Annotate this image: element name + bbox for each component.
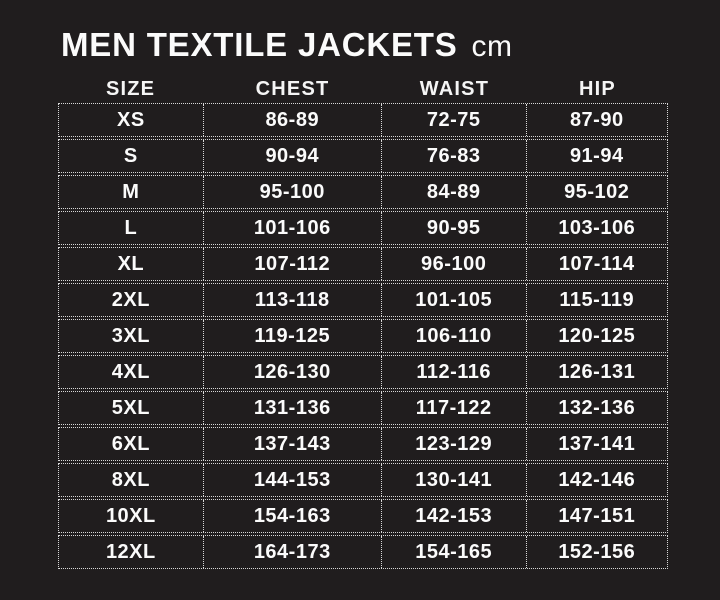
table-row: 4XL 126-130 112-116 126-131: [58, 355, 668, 389]
cell-hip: 103-106: [558, 216, 636, 239]
cell-size: 5XL: [59, 392, 204, 424]
cell-size: 4XL: [59, 356, 204, 388]
cell-waist: 72-75: [382, 104, 527, 136]
page-title: MEN TEXTILE JACKETS cm: [61, 26, 513, 64]
cell-size: 12XL: [59, 536, 204, 568]
cell-waist: 142-153: [382, 500, 527, 532]
cell-waist: 76-83: [382, 140, 527, 172]
cell-chest: 101-106: [204, 212, 382, 244]
cell-waist: 96-100: [382, 248, 527, 280]
cell-chest: 107-112: [204, 248, 382, 280]
cell-chest: 113-118: [204, 284, 382, 316]
table-row: M 95-100 84-89 95-102: [58, 175, 668, 209]
column-header-chest: CHEST: [255, 77, 330, 100]
cell-chest: 90-94: [204, 140, 382, 172]
table-row: 3XL 119-125 106-110 120-125: [58, 319, 668, 353]
cell-hip: 91-94: [569, 144, 624, 167]
cell-size: 2XL: [59, 284, 204, 316]
cell-chest: 164-173: [204, 536, 382, 568]
table-row: 10XL 154-163 142-153 147-151: [58, 499, 668, 533]
cell-chest: 144-153: [204, 464, 382, 496]
cell-size: 6XL: [59, 428, 204, 460]
cell-waist: 154-165: [382, 536, 527, 568]
cell-chest: 86-89: [204, 104, 382, 136]
cell-waist: 106-110: [382, 320, 527, 352]
cell-size: 10XL: [59, 500, 204, 532]
cell-size: S: [59, 140, 204, 172]
cell-hip: 132-136: [558, 396, 636, 419]
cell-waist: 117-122: [382, 392, 527, 424]
cell-size: 8XL: [59, 464, 204, 496]
table-row: S 90-94 76-83 91-94: [58, 139, 668, 173]
cell-hip: 152-156: [558, 540, 636, 563]
cell-chest: 137-143: [204, 428, 382, 460]
table-row: L 101-106 90-95 103-106: [58, 211, 668, 245]
cell-chest: 131-136: [204, 392, 382, 424]
table-row: 8XL 144-153 130-141 142-146: [58, 463, 668, 497]
cell-size: M: [59, 176, 204, 208]
cell-chest: 126-130: [204, 356, 382, 388]
cell-hip: 142-146: [558, 468, 636, 491]
cell-waist: 123-129: [382, 428, 527, 460]
cell-waist: 112-116: [382, 356, 527, 388]
column-header-size: SIZE: [105, 77, 156, 100]
cell-hip: 115-119: [559, 288, 635, 311]
cell-hip: 120-125: [558, 324, 636, 347]
cell-waist: 101-105: [382, 284, 527, 316]
cell-chest: 95-100: [204, 176, 382, 208]
cell-chest: 119-125: [204, 320, 382, 352]
cell-waist: 84-89: [382, 176, 527, 208]
size-table: XS 86-89 72-75 87-90 S 90-94 76-83 91-94 M 95-100…: [58, 103, 668, 571]
column-header-waist: WAIST: [419, 77, 490, 100]
table-row: XS 86-89 72-75 87-90: [58, 103, 668, 137]
table-row: 6XL 137-143 123-129 137-141: [58, 427, 668, 461]
cell-waist: 130-141: [382, 464, 527, 496]
cell-hip: 95-102: [564, 180, 630, 203]
column-header-hip: HIP: [579, 77, 616, 100]
cell-size: XS: [59, 104, 204, 136]
cell-hip: 137-141: [558, 432, 636, 455]
cell-chest: 154-163: [204, 500, 382, 532]
cell-hip: 126-131: [558, 360, 636, 383]
table-row: 12XL 164-173 154-165 152-156: [58, 535, 668, 569]
table-row: 5XL 131-136 117-122 132-136: [58, 391, 668, 425]
cell-hip: 147-151: [558, 504, 636, 527]
cell-hip: 87-90: [569, 108, 624, 131]
page-title-unit: cm: [471, 30, 513, 63]
cell-waist: 90-95: [382, 212, 527, 244]
table-row: 2XL 113-118 101-105 115-119: [58, 283, 668, 317]
cell-size: XL: [59, 248, 204, 280]
table-header: SIZE CHEST WAIST HIP: [58, 76, 668, 102]
page-title-text: MEN TEXTILE JACKETS: [61, 26, 458, 63]
cell-hip: 107-114: [558, 252, 635, 275]
cell-size: L: [59, 212, 204, 244]
cell-size: 3XL: [59, 320, 204, 352]
table-row: XL 107-112 96-100 107-114: [58, 247, 668, 281]
